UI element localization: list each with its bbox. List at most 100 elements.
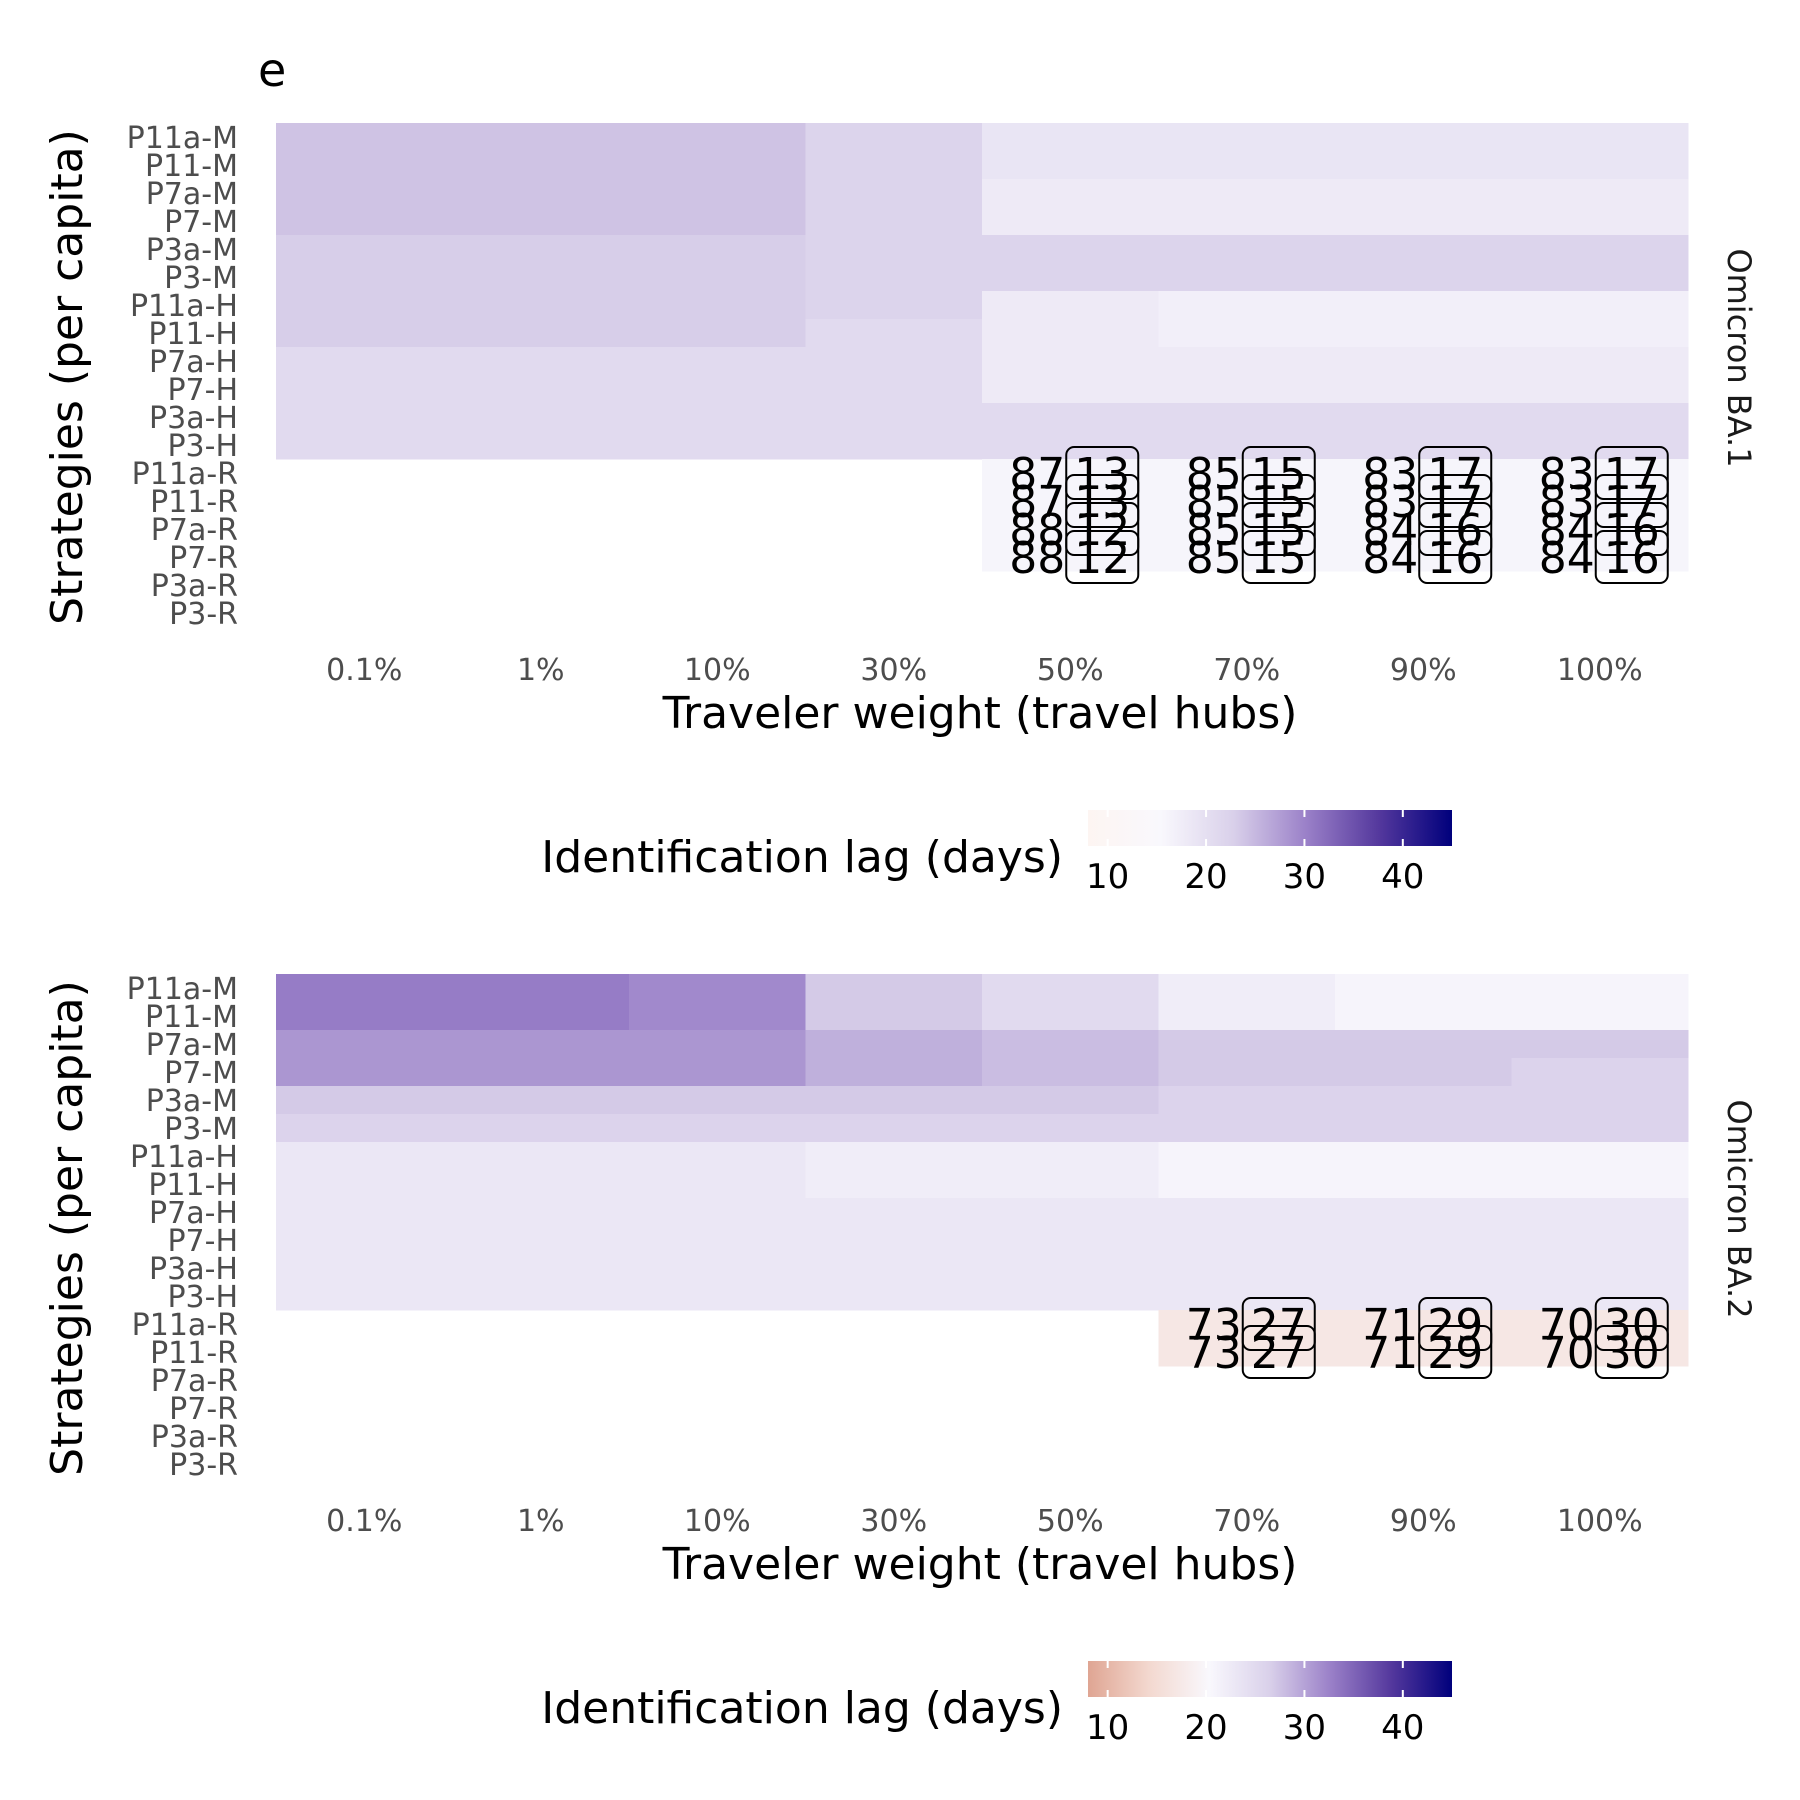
annotation-box <box>1241 446 1316 500</box>
heatmap-cell <box>629 207 806 236</box>
y-tick-label: P11a-R <box>132 457 238 492</box>
y-axis-title: Strategies (per capita) <box>42 129 93 625</box>
panel-label: e <box>258 43 286 97</box>
heatmap-cell <box>1158 1198 1336 1227</box>
heatmap-cell <box>982 1114 1159 1143</box>
heatmap-cell <box>982 1142 1159 1171</box>
y-tick-label: P11a-M <box>127 121 238 156</box>
heatmap-cell <box>452 235 630 264</box>
heatmap-cell <box>452 1282 630 1311</box>
heatmap-cell <box>276 1254 453 1283</box>
annotation-box <box>1065 530 1140 584</box>
heatmap-cells <box>276 123 1689 572</box>
annotation-box <box>1241 474 1316 528</box>
heatmap-cell <box>1158 319 1336 348</box>
heatmap-cell <box>452 1170 630 1199</box>
heatmap-cell <box>1511 459 1689 488</box>
annotation-left-value: 85 <box>1186 533 1242 584</box>
legend-title: Identification lag (days) <box>541 832 1063 883</box>
heatmap-cell <box>1158 1142 1336 1171</box>
heatmap-cell <box>1158 1338 1336 1367</box>
y-tick-label: P7a-M <box>146 1028 238 1063</box>
heatmap-cell <box>1511 1338 1689 1367</box>
heatmap-cell <box>805 1002 983 1031</box>
x-axis-ticks: 0.1% 1% 10% 30% 50% 70% 90% 100% <box>326 1504 1643 1539</box>
heatmap-cell <box>1511 1226 1689 1255</box>
heatmap-cell <box>452 207 630 236</box>
heatmap-cell <box>1158 431 1336 460</box>
heatmap-cell <box>1511 291 1689 320</box>
annotation-left-value: 85 <box>1186 505 1242 556</box>
heatmap-cell <box>1335 1198 1512 1227</box>
legend-ticks: 10 20 30 40 <box>1086 810 1424 897</box>
heatmap-cell <box>452 179 630 208</box>
annotation-box <box>1418 474 1493 528</box>
annotation-right-value: 27 <box>1251 1328 1307 1379</box>
heatmap-cell <box>276 1142 453 1171</box>
y-tick-label: P3a-H <box>149 401 238 436</box>
annotation-box <box>1418 1297 1493 1351</box>
heatmap-cell <box>805 375 983 404</box>
y-tick-label: P3a-M <box>146 233 238 268</box>
heatmap-cell <box>982 291 1159 320</box>
heatmap-cell <box>276 1086 453 1115</box>
heatmap-cell <box>805 1282 983 1311</box>
x-axis-title: Traveler weight (travel hubs) <box>662 1539 1298 1590</box>
heatmap-cell <box>1158 207 1336 236</box>
heatmap-cell <box>1511 403 1689 432</box>
cell-annotation: 84 16 <box>1539 530 1669 584</box>
heatmap-cell <box>1158 1114 1336 1143</box>
annotation-left-value: 84 <box>1362 505 1418 556</box>
x-tick-label: 30% <box>860 653 927 688</box>
heatmap-cell <box>1335 543 1512 572</box>
annotation-box <box>1594 1325 1669 1379</box>
annotation-box <box>1594 530 1669 584</box>
heatmap-cell <box>805 1254 983 1283</box>
heatmap-cell <box>1335 1058 1512 1087</box>
facet-strip-label: Omicron BA.1 <box>1720 248 1758 467</box>
heatmap-cell <box>629 403 806 432</box>
x-tick-label: 10% <box>684 1504 751 1539</box>
heatmap-cell <box>452 1030 630 1059</box>
heatmap-cell <box>629 1226 806 1255</box>
annotation-left-value: 84 <box>1539 505 1595 556</box>
legend-tick-label: 30 <box>1283 1708 1326 1748</box>
heatmap-cell <box>982 1254 1159 1283</box>
annotation-left-value: 70 <box>1539 1328 1595 1379</box>
heatmap-cell <box>982 235 1159 264</box>
heatmap-cell <box>1335 1170 1512 1199</box>
legend-ticks: 10 20 30 40 <box>1086 1661 1424 1748</box>
heatmap-cell <box>982 319 1159 348</box>
heatmap-cell <box>452 375 630 404</box>
x-tick-label: 100% <box>1557 653 1643 688</box>
y-tick-label: P3-M <box>164 1112 238 1147</box>
facet-strip-label: Omicron BA.2 <box>1720 1099 1758 1318</box>
heatmap-cell <box>1511 1310 1689 1339</box>
heatmap-cell <box>982 487 1159 516</box>
x-axis-title: Traveler weight (travel hubs) <box>662 688 1298 739</box>
annotation-left-value: 88 <box>1009 533 1065 584</box>
heatmap-cell <box>276 319 453 348</box>
heatmap-cell <box>1511 431 1689 460</box>
x-tick-label: 0.1% <box>326 1504 402 1539</box>
heatmap-cell <box>1511 375 1689 404</box>
heatmap-cell <box>452 1254 630 1283</box>
heatmap-cell <box>629 319 806 348</box>
annotation-right-value: 30 <box>1604 1328 1660 1379</box>
heatmap-cell <box>1335 431 1512 460</box>
heatmap-cell <box>1335 151 1512 180</box>
x-axis-ticks: 0.1% 1% 10% 30% 50% 70% 90% 100% <box>326 653 1643 688</box>
heatmap-cell <box>982 1086 1159 1115</box>
heatmap-cell <box>1335 1282 1512 1311</box>
heatmap-cell <box>452 263 630 292</box>
heatmap-cell <box>629 179 806 208</box>
annotation-left-value: 73 <box>1186 1328 1242 1379</box>
x-tick-label: 30% <box>860 1504 927 1539</box>
heatmap-cell <box>805 1030 983 1059</box>
heatmap-cell <box>982 543 1159 572</box>
annotation-left-value: 71 <box>1362 1328 1418 1379</box>
y-tick-label: P7a-R <box>151 1364 238 1399</box>
heatmap-cell <box>982 347 1159 376</box>
heatmap-cell <box>1511 515 1689 544</box>
